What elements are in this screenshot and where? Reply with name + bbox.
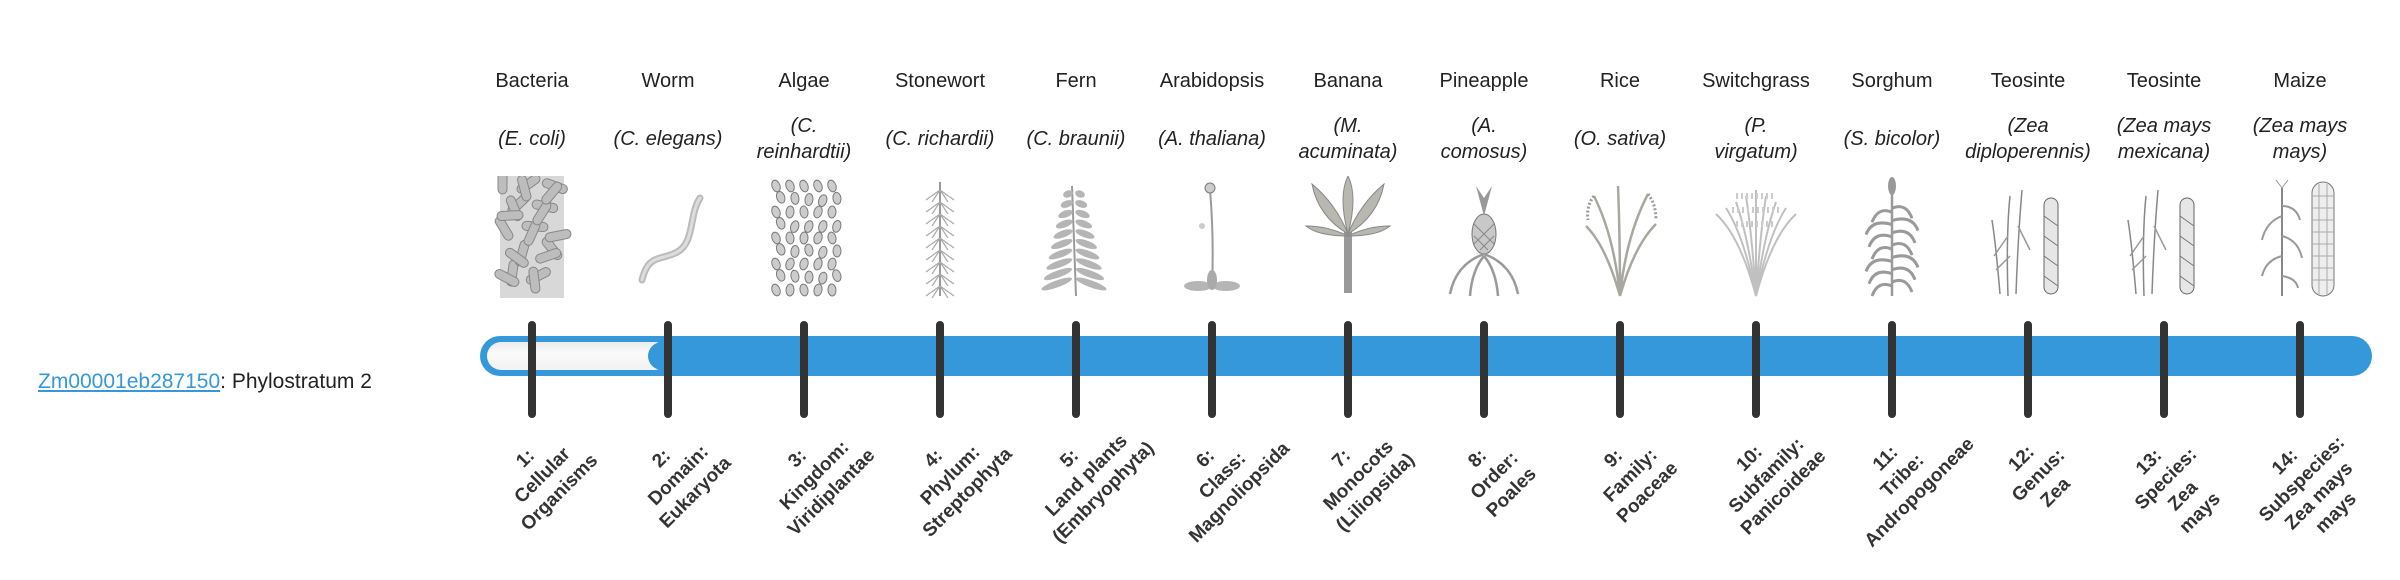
- phylostratum-tick: [1344, 321, 1352, 418]
- taxonomic-rank-label: 9: Family: Poaceae: [1553, 398, 1710, 555]
- species-name-line: virgatum): [1714, 141, 1798, 163]
- species-name-line: mexicana): [2117, 141, 2211, 163]
- species-name-line: (A. thaliana): [1158, 128, 1266, 150]
- taxonomic-rank-label: 1: Cellular Organisms: [465, 398, 622, 555]
- phylostratum-tick: [936, 321, 944, 418]
- organism-species-name: (A. thaliana): [1132, 108, 1292, 170]
- organism-common-name: Teosinte: [1990, 70, 2066, 92]
- teosinte-icon: [1978, 176, 2078, 298]
- rice-icon: [1570, 176, 1670, 298]
- species-name-line: (C. richardii): [885, 128, 995, 150]
- fern-icon: [1026, 176, 1126, 298]
- teosinte-icon: [2114, 176, 2214, 298]
- phylostratum-text: : Phylostratum 2: [220, 370, 372, 393]
- species-name-line: comosus): [1440, 141, 1528, 163]
- phylostratum-track: [487, 342, 669, 370]
- organism-common-name: Algae: [778, 70, 830, 92]
- phylostratum-bar: [480, 336, 2372, 376]
- phylostratum-tick: [1208, 321, 1216, 418]
- phylostratum-tick: [1888, 321, 1896, 418]
- taxonomic-rank-label: 8: Order: Poales: [1417, 398, 1574, 555]
- species-name-line: (O. sativa): [1573, 128, 1667, 150]
- organism-common-name: Worm: [641, 70, 695, 92]
- phylostratum-tick: [1072, 321, 1080, 418]
- pineapple-icon: [1434, 176, 1534, 298]
- stonewort-icon: [890, 176, 990, 299]
- organism-species-name: (C. reinhardtii): [724, 108, 884, 170]
- species-name-line: (E. coli): [498, 128, 566, 150]
- taxonomic-rank-label: 4: Phylum: Streptophyta: [873, 398, 1030, 555]
- organism-common-name: Bacteria: [495, 70, 569, 92]
- species-name-line: (C. elegans): [613, 128, 723, 150]
- species-name-line: (S. bicolor): [1843, 128, 1941, 150]
- organism-species-name: (E. coli): [452, 108, 612, 170]
- taxonomic-rank-label: 7: Monocots (Liliopsida): [1281, 398, 1438, 555]
- organism-species-name: (M. acuminata): [1268, 108, 1428, 170]
- organism-species-name: (C. braunii): [996, 108, 1156, 170]
- sorghum-icon: [1842, 176, 1942, 298]
- phylostratum-tick: [2296, 321, 2304, 418]
- species-name-line: mays): [2272, 141, 2328, 163]
- organism-common-name: Teosinte: [2126, 70, 2202, 92]
- taxonomic-rank-label: 3: Kingdom: Viridiplantae: [737, 398, 894, 555]
- switchgrass-icon: [1706, 176, 1806, 298]
- organism-common-name: Switchgrass: [1702, 70, 1810, 92]
- species-name-line: (C.: [790, 115, 818, 137]
- organism-species-name: (C. richardii): [860, 108, 1020, 170]
- arabidopsis-icon: [1162, 176, 1262, 298]
- taxonomic-rank-label: 2: Domain: Eukaryota: [601, 398, 758, 555]
- taxonomic-rank-label: 12: Genus: Zea: [1961, 398, 2118, 555]
- species-name-line: acuminata): [1298, 141, 1398, 163]
- taxonomic-rank-label: 5: Land plants (Embryophyta): [1009, 398, 1166, 555]
- organism-species-name: (O. sativa): [1540, 108, 1700, 170]
- organism-species-name: (Zea mays mexicana): [2084, 108, 2244, 170]
- taxonomic-rank-label: 11: Tribe: Andropogoneae: [1825, 398, 1982, 555]
- organism-species-name: (C. elegans): [588, 108, 748, 170]
- phylostratum-tick: [1616, 321, 1624, 418]
- organism-common-name: Pineapple: [1439, 70, 1529, 92]
- species-name-line: (A.: [1471, 115, 1497, 137]
- organism-common-name: Maize: [2273, 70, 2327, 92]
- species-name-line: (P.: [1744, 115, 1768, 137]
- phylostratum-tick: [2024, 321, 2032, 418]
- organism-common-name: Stonewort: [894, 70, 986, 92]
- phylostratum-tick: [800, 321, 808, 418]
- organism-species-name: (S. bicolor): [1812, 108, 1972, 170]
- maize-icon: [2250, 176, 2350, 298]
- gene-id-link[interactable]: Zm00001eb287150: [38, 370, 221, 393]
- species-name-line: (C. braunii): [1026, 128, 1126, 150]
- banana-icon: [1298, 174, 1398, 298]
- phylostratum-tick: [2160, 321, 2168, 418]
- organism-common-name: Rice: [1599, 70, 1640, 92]
- organism-species-name: (A. comosus): [1404, 108, 1564, 170]
- taxonomic-rank-label: 6: Class: Magnoliopsida: [1145, 398, 1302, 555]
- species-name-line: (Zea: [2007, 115, 2049, 137]
- species-name-line: (Zea mays: [2116, 115, 2212, 137]
- gene-phylostratum-label: Zm00001eb287150: Phylostratum 2: [38, 368, 372, 396]
- phylostratum-tick: [528, 321, 536, 418]
- organism-common-name: Banana: [1313, 70, 1383, 92]
- taxonomic-rank-label: 13: Species: Zea mays: [2088, 401, 2262, 575]
- organism-species-name: (Zea mays mays): [2220, 108, 2380, 170]
- worm-icon: [618, 176, 718, 298]
- species-name-line: (Zea mays: [2252, 115, 2348, 137]
- organism-species-name: (Zea diploperennis): [1948, 108, 2108, 170]
- algae-icon: [754, 176, 854, 298]
- phylostratum-tick: [664, 321, 672, 418]
- phylostratum-tick: [1752, 321, 1760, 418]
- taxonomic-rank-label: 10: Subfamily: Panicoideae: [1689, 398, 1846, 555]
- species-name-line: reinhardtii): [756, 141, 852, 163]
- organism-common-name: Fern: [1055, 70, 1097, 92]
- organism-species-name: (P. virgatum): [1676, 108, 1836, 170]
- organism-common-name: Sorghum: [1851, 70, 1933, 92]
- bacteria-icon: [482, 167, 582, 298]
- species-name-line: (M.: [1333, 115, 1363, 137]
- taxonomic-rank-label: 14: Subspecies: Zea mays mays: [2224, 401, 2398, 575]
- phylostratum-tick: [1480, 321, 1488, 418]
- species-name-line: diploperennis): [1965, 141, 2091, 163]
- organism-common-name: Arabidopsis: [1159, 70, 1265, 92]
